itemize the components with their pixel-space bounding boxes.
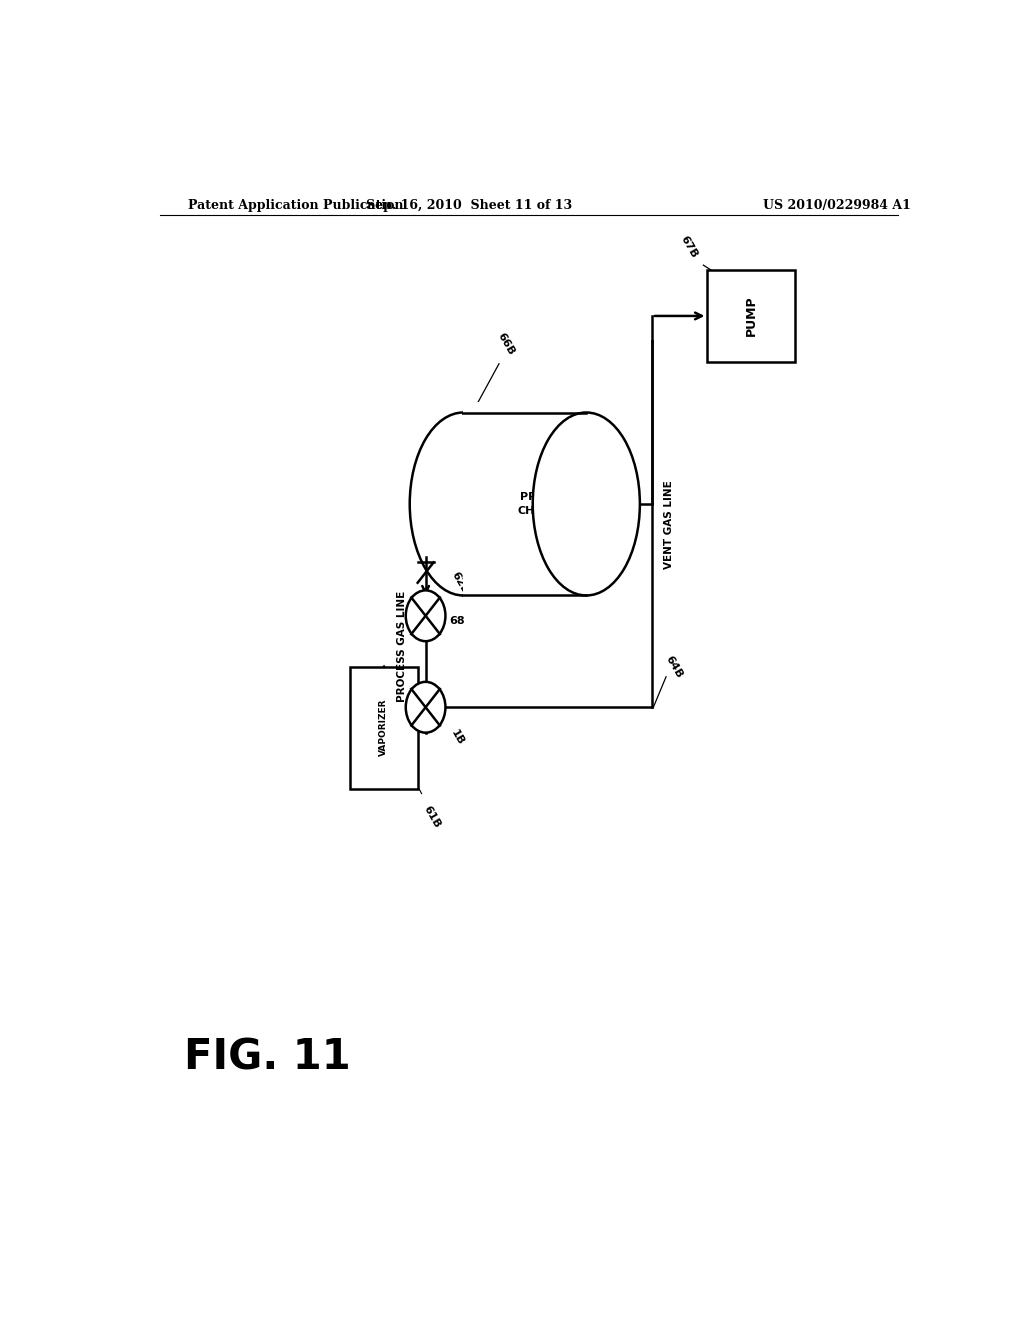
Text: VENT GAS LINE: VENT GAS LINE [664,480,674,569]
Text: 64B: 64B [664,653,684,680]
Text: PROCESS GAS LINE: PROCESS GAS LINE [396,590,407,702]
Text: PUMP: PUMP [744,296,758,337]
Text: VAPORIZER: VAPORIZER [380,698,388,756]
Bar [350,667,418,788]
Circle shape [406,590,445,642]
Text: 61B: 61B [422,804,442,829]
Text: Sep. 16, 2010  Sheet 11 of 13: Sep. 16, 2010 Sheet 11 of 13 [367,198,572,211]
Text: 67B: 67B [679,234,699,260]
Bar [463,403,594,606]
Bar [463,413,587,595]
Bar [708,271,795,362]
Text: 68: 68 [450,616,465,626]
Text: 1B: 1B [450,727,466,747]
Circle shape [406,682,445,733]
Text: PROCESS
CHAMBER: PROCESS CHAMBER [518,492,580,516]
Text: 62B: 62B [450,570,470,595]
Text: 66B: 66B [495,331,516,356]
Text: US 2010/0229984 A1: US 2010/0229984 A1 [763,198,910,211]
Ellipse shape [410,413,517,595]
Text: FIG. 11: FIG. 11 [183,1038,350,1078]
Text: Patent Application Publication: Patent Application Publication [187,198,403,211]
Ellipse shape [532,413,640,595]
